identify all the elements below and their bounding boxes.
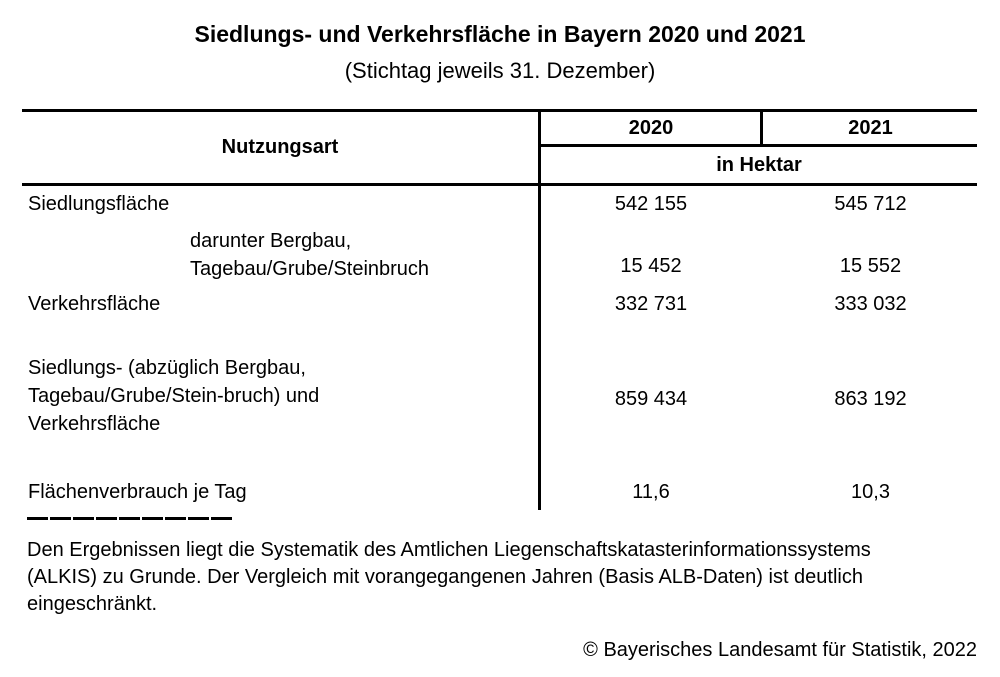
footnote-separator	[27, 517, 233, 520]
copyright-notice: © Bayerisches Landesamt für Statistik, 2…	[583, 639, 977, 661]
column-header-2020: 2020	[628, 117, 674, 139]
column-header-2021: 2021	[848, 117, 893, 139]
value-2020-svf: 859 434	[614, 388, 688, 410]
row-label-siedlungsflaeche: Siedlungsfläche	[28, 193, 170, 215]
value-2020-verkehrsflaeche: 332 731	[614, 293, 688, 315]
value-2020-siedlungsflaeche: 542 155	[614, 193, 688, 215]
row-label-bergbau-line1: darunter Bergbau,	[190, 230, 352, 252]
value-2020-flaechenverbrauch: 11,6	[632, 481, 670, 503]
row-label-verkehrsflaeche: Verkehrsfläche	[28, 293, 161, 315]
value-2020-bergbau: 15 452	[620, 255, 682, 277]
value-2021-verkehrsflaeche: 333 032	[834, 293, 907, 315]
column-header-category: Nutzungsart	[221, 136, 339, 158]
row-label-svf-line1: Siedlungs- (abzüglich Bergbau,	[28, 357, 306, 379]
unit-header: in Hektar	[716, 154, 802, 176]
page-title: Siedlungs- und Verkehrsfläche in Bayern …	[194, 21, 806, 47]
page-subtitle: (Stichtag jeweils 31. Dezember)	[344, 58, 656, 83]
footnote-text: Den Ergebnissen liegt die Systematik des…	[27, 537, 977, 618]
header-bottom-rule	[22, 183, 977, 186]
category-column-divider-line	[538, 109, 541, 510]
value-2021-bergbau: 15 552	[839, 255, 902, 277]
row-label-flaechenverbrauch: Flächenverbrauch je Tag	[28, 481, 247, 503]
table-top-rule	[22, 109, 977, 112]
footnote-line-2: (ALKIS) zu Grunde. Der Vergleich mit vor…	[27, 566, 863, 588]
row-label-svf-line3: Verkehrsfläche	[28, 413, 161, 435]
year-row-bottom-rule	[538, 144, 977, 147]
year-column-divider-line	[760, 109, 763, 147]
value-2021-svf: 863 192	[834, 388, 907, 410]
value-2021-siedlungsflaeche: 545 712	[834, 193, 907, 215]
row-label-bergbau-line2: Tagebau/Grube/Steinbruch	[190, 258, 430, 280]
row-label-svf-line2: Tagebau/Grube/Stein-bruch) und	[28, 385, 320, 407]
footnote-line-1: Den Ergebnissen liegt die Systematik des…	[27, 539, 871, 561]
footnote-line-3: eingeschränkt.	[27, 593, 158, 615]
value-2021-flaechenverbrauch: 10,3	[851, 481, 890, 503]
